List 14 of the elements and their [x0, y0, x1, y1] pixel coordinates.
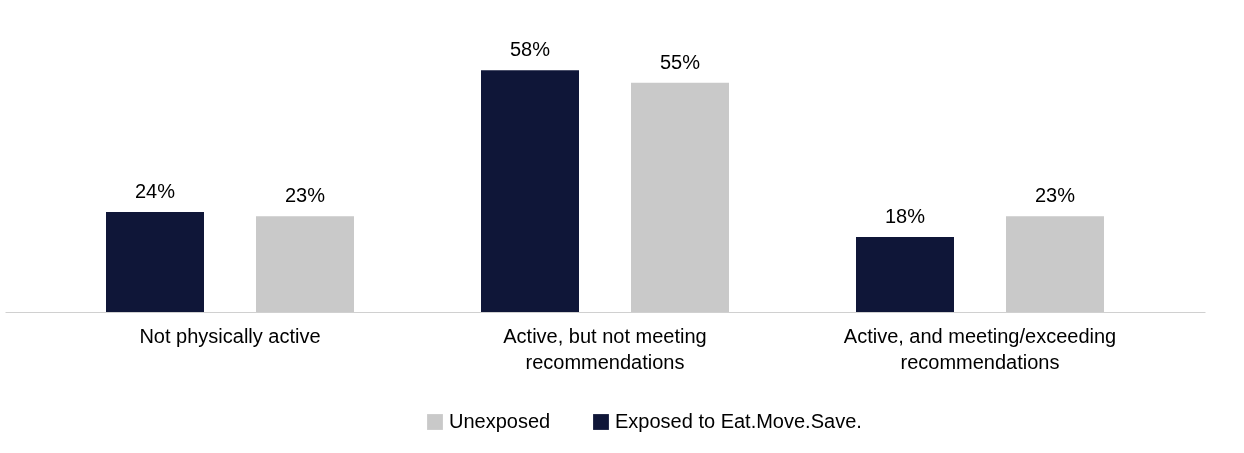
data-label: 24% [134, 180, 176, 202]
data-label: 58% [509, 38, 551, 61]
x-tick-label: Active, but not meeting recommendations [503, 324, 707, 373]
data-label: 18% [884, 205, 926, 227]
legend-label: Exposed to Eat.Move.Save. [615, 410, 862, 432]
bar [481, 70, 579, 312]
x-tick-label: Active, and meeting/exceeding recommendations [843, 324, 1117, 373]
data-label: 55% [659, 50, 701, 73]
bar [856, 237, 954, 312]
bar [106, 212, 204, 312]
x-tick-label: Not physically active [139, 324, 321, 347]
data-label: 23% [1034, 184, 1076, 207]
data-label: 23% [284, 184, 326, 207]
legend-label: Unexposed [449, 410, 551, 432]
